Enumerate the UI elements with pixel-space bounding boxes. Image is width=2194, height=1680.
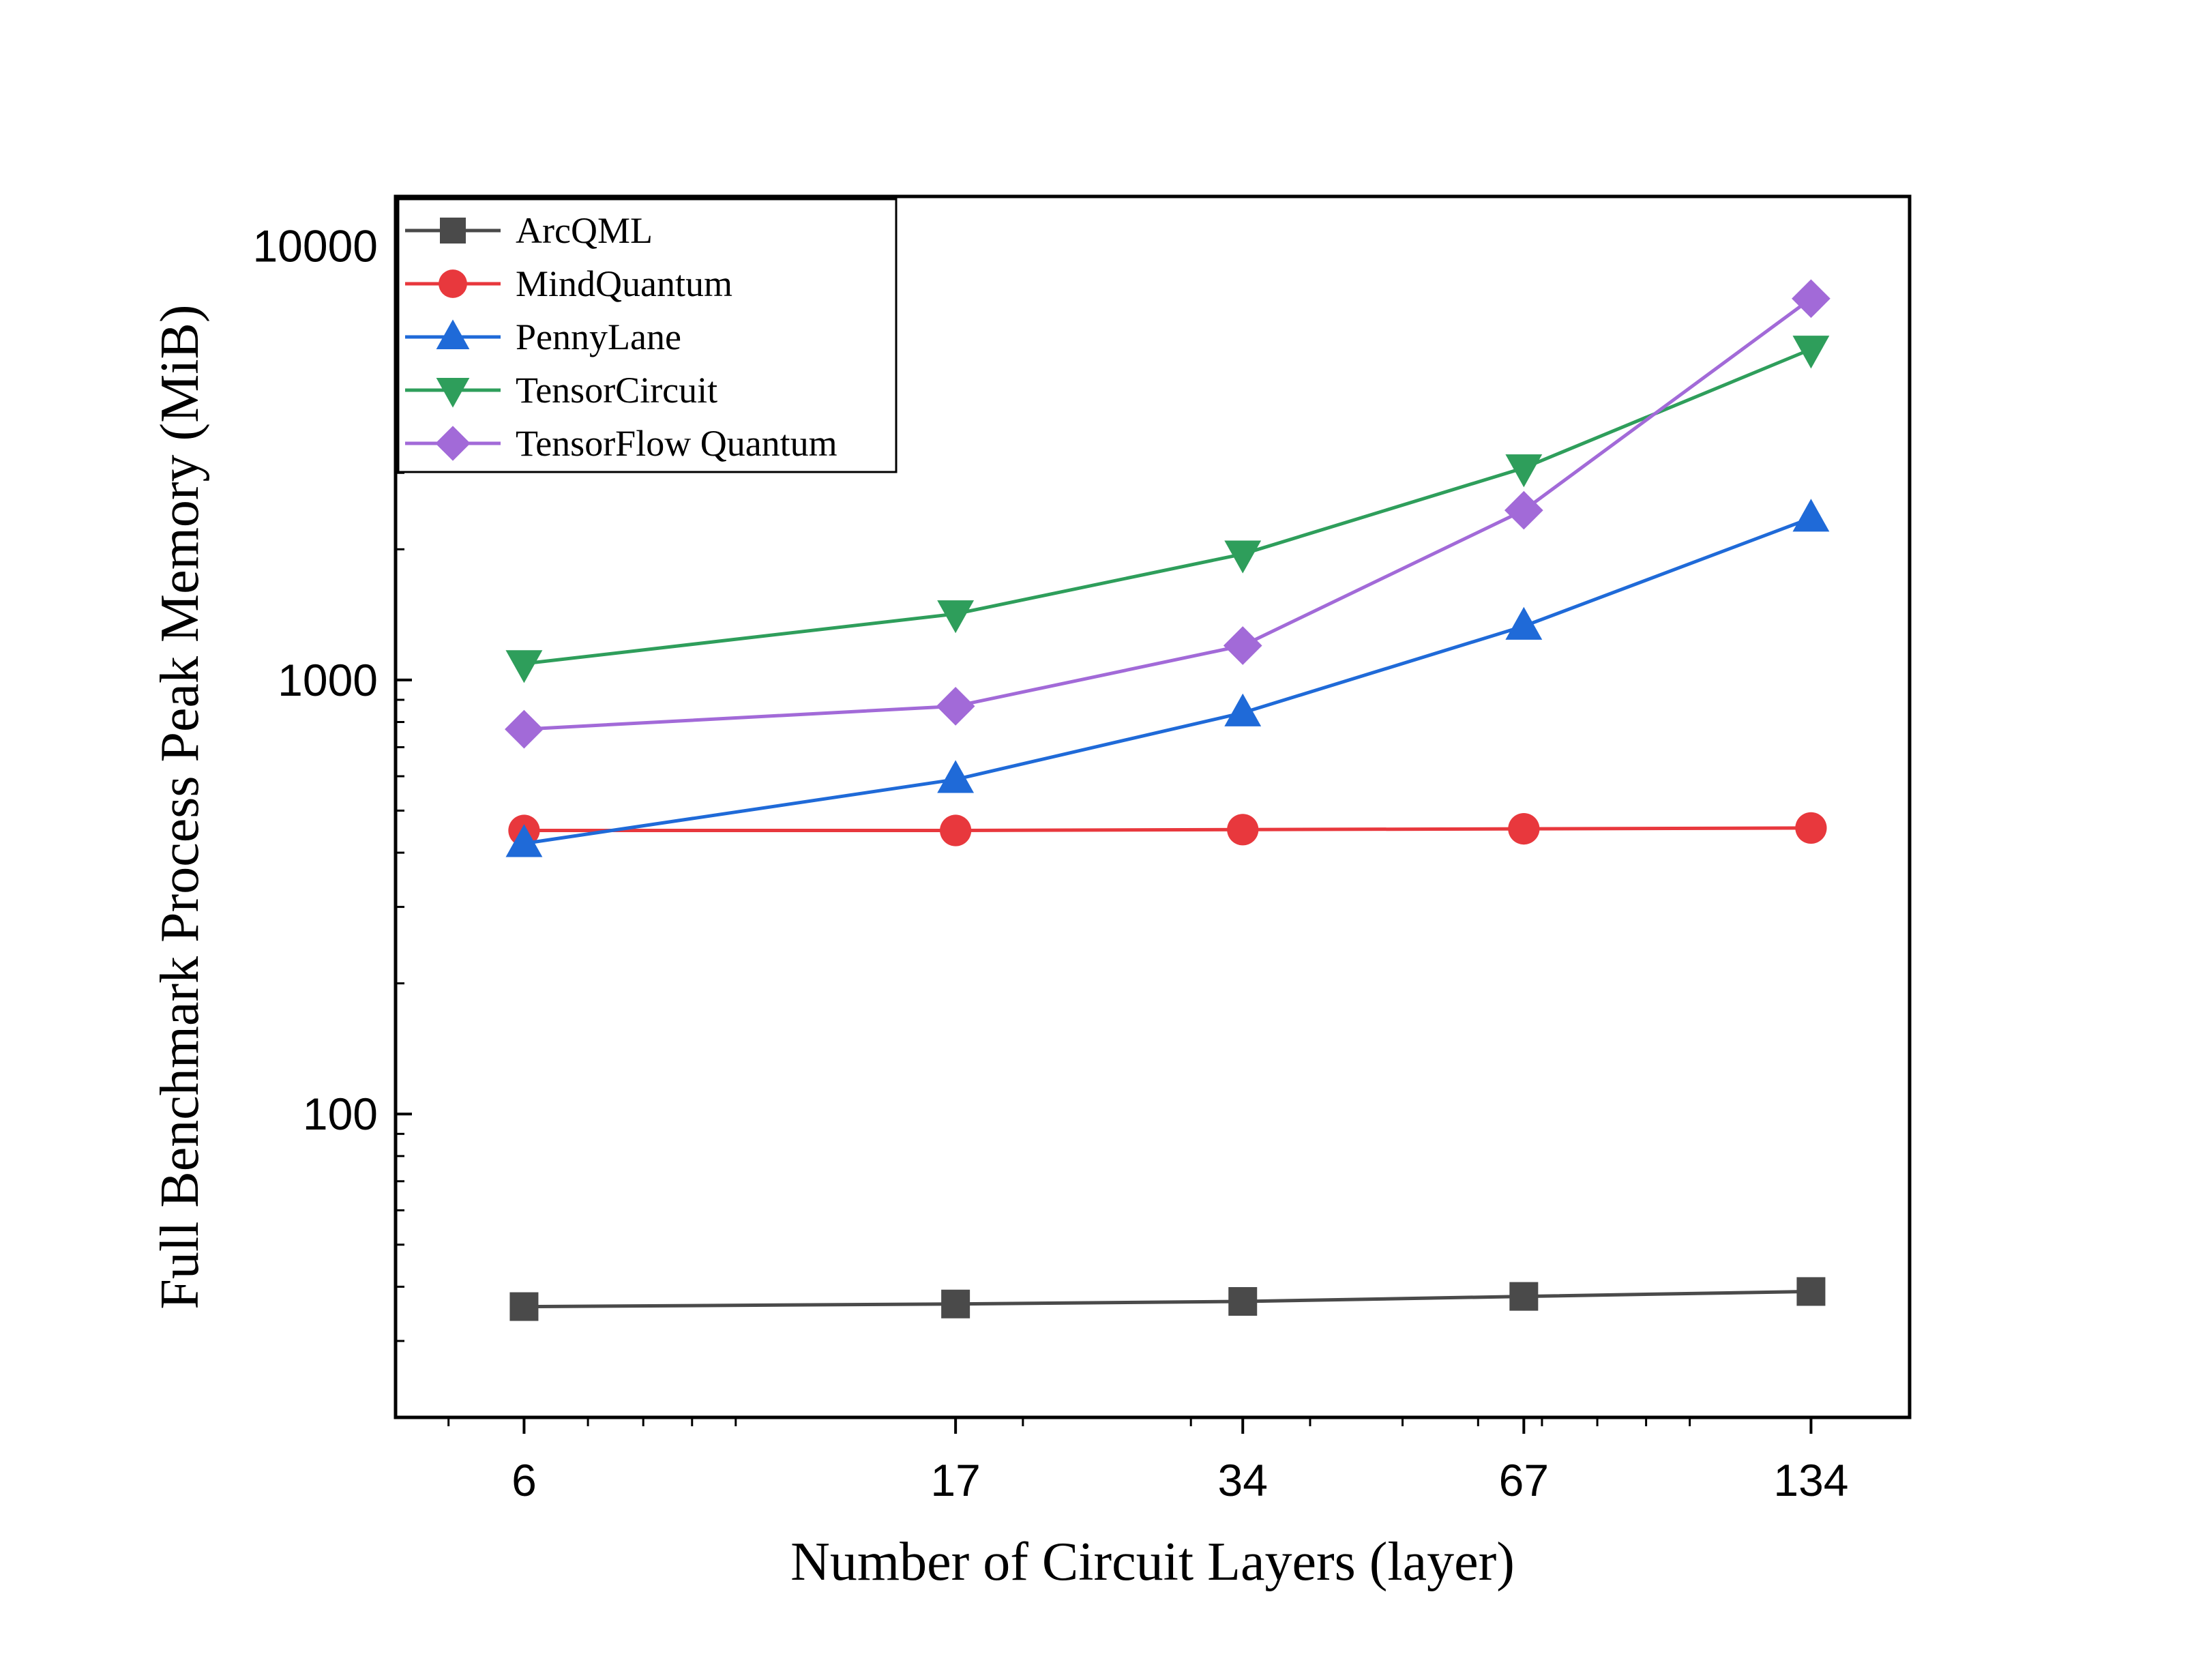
data-point-tensorcircuit (505, 650, 543, 683)
y-tick-label: 100 (303, 1089, 378, 1139)
data-point-tensorcircuit (1224, 540, 1262, 574)
data-point-pennylane (505, 824, 543, 857)
legend-label-mindquantum: MindQuantum (516, 263, 732, 304)
x-tick-label: 134 (1773, 1455, 1848, 1505)
data-point-arcqml (1228, 1286, 1258, 1316)
series-layer (505, 279, 1830, 1321)
data-point-tensorflow-quantum (1223, 626, 1262, 665)
legend-marker-pennylane (436, 319, 470, 349)
legend-label-tensorflow-quantum: TensorFlow Quantum (516, 423, 837, 464)
axes-layer: 100 1000 10000 6 17 34 67 134 (252, 221, 1848, 1505)
y-tick-label: 1000 (278, 655, 378, 705)
data-point-mindquantum (940, 814, 972, 846)
data-point-tensorflow-quantum (505, 709, 544, 749)
data-point-arcqml (509, 1292, 539, 1321)
data-point-pennylane (1505, 606, 1543, 640)
data-point-tensorcircuit (1792, 336, 1830, 369)
data-point-mindquantum (1508, 812, 1540, 845)
legend-label-tensorcircuit: TensorCircuit (516, 370, 717, 411)
plot-frame (394, 194, 1912, 1419)
data-point-tensorflow-quantum (936, 686, 975, 726)
y-axis-title: Full Benchmark Process Peak Memory (MiB) (150, 304, 210, 1309)
x-tick-label: 6 (512, 1455, 537, 1505)
data-point-pennylane (937, 760, 975, 793)
legend-marker-mindquantum (439, 269, 467, 298)
legend-marker-tensorflow-quantum (435, 426, 471, 461)
data-point-mindquantum (1795, 812, 1827, 844)
data-point-pennylane (1224, 693, 1262, 726)
data-point-tensorflow-quantum (1504, 490, 1543, 530)
legend: ArcQML MindQuantum PennyLane TensorCircuit T… (397, 198, 898, 473)
x-tick-label: 67 (1499, 1455, 1549, 1505)
legend-marker-arcqml (440, 218, 466, 244)
x-tick-label: 17 (930, 1455, 980, 1505)
y-tick-label: 10000 (252, 221, 378, 271)
data-point-pennylane (1792, 499, 1830, 532)
data-point-mindquantum (1227, 814, 1259, 846)
legend-marker-tensorcircuit (436, 378, 470, 408)
data-point-arcqml (941, 1289, 970, 1318)
data-point-arcqml (1796, 1277, 1826, 1306)
data-point-arcqml (1509, 1282, 1539, 1311)
data-point-tensorcircuit (1505, 454, 1543, 488)
legend-label-pennylane: PennyLane (516, 316, 681, 357)
x-tick-label: 34 (1218, 1455, 1268, 1505)
legend-label-arcqml: ArcQML (516, 210, 653, 251)
data-point-tensorflow-quantum (1792, 279, 1830, 319)
x-axis-title: Number of Circuit Layers (layer) (790, 1532, 1515, 1592)
data-point-tensorcircuit (937, 600, 975, 634)
